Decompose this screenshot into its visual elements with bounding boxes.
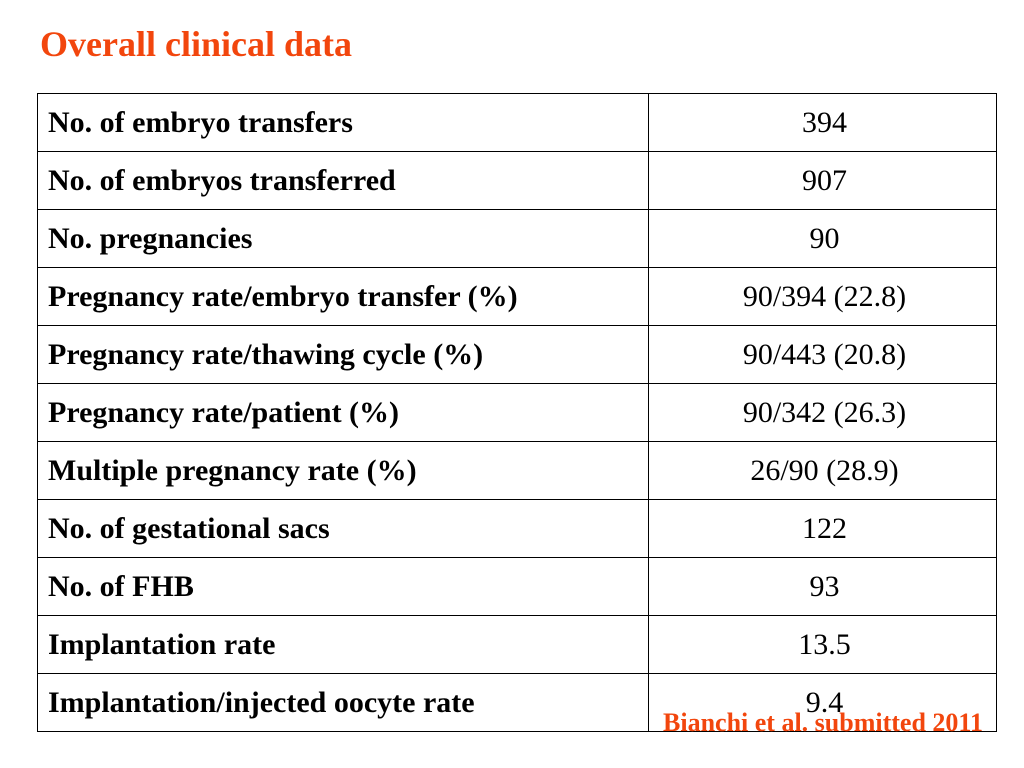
row-label: Implantation rate: [37, 615, 649, 674]
row-value: 93: [648, 557, 997, 616]
clinical-data-table: No. of embryo transfers 394 No. of embry…: [37, 93, 997, 732]
table-row: No. of embryo transfers 394: [37, 93, 997, 152]
row-value: 9.4: [648, 673, 997, 732]
table-row: Pregnancy rate/patient (%) 90/342 (26.3): [37, 383, 997, 442]
row-value: 90/394 (22.8): [648, 267, 997, 326]
slide-title: Overall clinical data: [40, 24, 352, 64]
row-label: No. of embryos transferred: [37, 151, 649, 210]
row-value: 907: [648, 151, 997, 210]
row-label: Pregnancy rate/patient (%): [37, 383, 649, 442]
row-value: 90/443 (20.8): [648, 325, 997, 384]
row-value: 13.5: [648, 615, 997, 674]
table-row: No. of FHB 93: [37, 557, 997, 616]
table-row: No. of embryos transferred 907: [37, 151, 997, 210]
row-label: Pregnancy rate/embryo transfer (%): [37, 267, 649, 326]
row-label: Multiple pregnancy rate (%): [37, 441, 649, 500]
row-value: 394: [648, 93, 997, 152]
table-row: Implantation/injected oocyte rate 9.4: [37, 673, 997, 732]
row-label: No. of FHB: [37, 557, 649, 616]
table-row: Multiple pregnancy rate (%) 26/90 (28.9): [37, 441, 997, 500]
table-row: No. of gestational sacs 122: [37, 499, 997, 558]
citation: Bianchi et al. submitted 2011: [663, 708, 983, 737]
row-label: Pregnancy rate/thawing cycle (%): [37, 325, 649, 384]
row-label: No. pregnancies: [37, 209, 649, 268]
row-label: No. of gestational sacs: [37, 499, 649, 558]
row-value: 90/342 (26.3): [648, 383, 997, 442]
table-row: Implantation rate 13.5: [37, 615, 997, 674]
row-value: 122: [648, 499, 997, 558]
table-row: No. pregnancies 90: [37, 209, 997, 268]
row-value: 26/90 (28.9): [648, 441, 997, 500]
row-label: No. of embryo transfers: [37, 93, 649, 152]
table-row: Pregnancy rate/embryo transfer (%) 90/39…: [37, 267, 997, 326]
table-row: Pregnancy rate/thawing cycle (%) 90/443 …: [37, 325, 997, 384]
row-label: Implantation/injected oocyte rate: [37, 673, 649, 732]
row-value: 90: [648, 209, 997, 268]
